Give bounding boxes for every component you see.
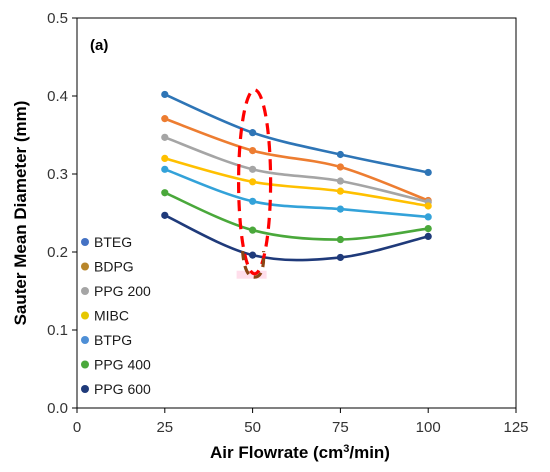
data-point (249, 197, 257, 205)
legend-marker (81, 311, 89, 320)
legend-label: PPG 600 (94, 381, 151, 397)
data-point (336, 177, 344, 185)
x-tick-label: 0 (73, 419, 81, 436)
legend-marker (81, 238, 89, 246)
data-point (424, 202, 432, 210)
series-bdpg (161, 115, 432, 205)
data-point (249, 178, 257, 186)
legend-item: PPG 600 (81, 381, 151, 397)
legend-marker (81, 360, 89, 369)
x-tick-label: 25 (156, 419, 173, 436)
legend-label: BTPG (94, 332, 132, 348)
data-point (161, 165, 169, 173)
legend-item: BTEG (81, 234, 132, 250)
data-point (161, 115, 169, 123)
x-tick-label: 125 (503, 419, 528, 436)
data-point (161, 90, 169, 99)
data-point (161, 154, 169, 162)
legend-marker (81, 262, 89, 271)
annotation-layer (236, 88, 273, 279)
legend-label: MIBC (94, 308, 129, 324)
x-axis-title-end: /min) (349, 443, 390, 462)
highlight-ellipse (237, 88, 273, 276)
series-line (164, 117, 429, 202)
data-point (161, 189, 169, 197)
series-ppg-600 (161, 211, 432, 262)
data-point (424, 225, 432, 233)
legend-item: BDPG (81, 259, 134, 275)
x-axis-title-sup: 3 (343, 443, 349, 455)
axes-layer: 0 25 50 75 100 125 0.0 0.1 0.2 0.3 0.4 0.5 (47, 10, 528, 436)
x-tick-label: 100 (416, 419, 441, 436)
data-point (161, 211, 169, 219)
data-point (161, 133, 169, 141)
data-point (336, 205, 344, 213)
legend-marker (81, 336, 89, 344)
series-line (164, 157, 429, 208)
data-point (249, 165, 257, 173)
data-point (336, 235, 344, 244)
highlight-bracket (241, 250, 266, 279)
series-layer (161, 90, 432, 262)
highlight-patch (236, 270, 267, 279)
y-tick-label: 0.1 (47, 322, 68, 339)
legend-item: BTPG (81, 332, 132, 348)
series-bteg (161, 90, 432, 177)
series-btpg (161, 165, 432, 221)
data-point (249, 129, 257, 137)
x-tick-label: 75 (332, 419, 349, 436)
series-line (164, 93, 429, 174)
data-point (424, 213, 432, 221)
y-tick-label: 0.5 (47, 10, 68, 27)
data-point (336, 187, 344, 195)
legend: BTEG BDPG PPG 200 MIBC BTPG PPG 400 PPG 600 (81, 234, 151, 397)
legend-item: MIBC (81, 308, 129, 324)
y-tick-label: 0.4 (47, 88, 68, 105)
y-tick-label: 0.2 (47, 244, 68, 261)
legend-label: PPG 200 (94, 283, 151, 299)
y-axis-title: Sauter Mean Diameter (mm) (11, 101, 30, 326)
legend-marker (81, 385, 89, 393)
data-point (424, 168, 432, 177)
data-point (424, 232, 432, 240)
legend-item: PPG 400 (81, 357, 151, 373)
data-point (336, 163, 344, 171)
data-point (336, 253, 344, 262)
legend-label: BDPG (94, 259, 134, 275)
series-line (164, 191, 429, 241)
series-line (164, 136, 429, 204)
legend-marker (81, 287, 89, 295)
data-point (249, 226, 257, 234)
x-axis-title-main: Air Flowrate (cm (210, 443, 343, 462)
panel-label: (a) (90, 37, 108, 54)
data-point (249, 251, 257, 259)
series-mibc (161, 154, 432, 210)
data-point (249, 147, 257, 155)
data-point (336, 150, 344, 159)
y-tick-label: 0.0 (47, 400, 68, 417)
legend-item: PPG 200 (81, 283, 151, 299)
legend-label: PPG 400 (94, 357, 151, 373)
legend-label: BTEG (94, 234, 132, 250)
series-line (164, 214, 429, 262)
y-tick-label: 0.3 (47, 166, 68, 183)
x-axis-title: Air Flowrate (cm3/min) (210, 443, 390, 462)
series-ppg-400 (161, 189, 432, 244)
series-line (164, 168, 429, 219)
plot-frame (76, 17, 517, 409)
x-tick-label: 50 (244, 419, 261, 436)
